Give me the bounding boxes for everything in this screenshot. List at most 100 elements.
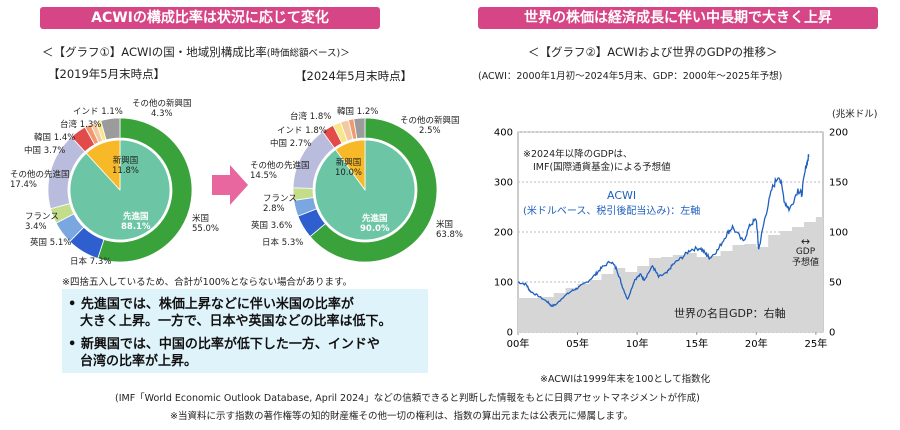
name: 韓国: [337, 107, 355, 117]
pct: 10.0%: [335, 168, 363, 178]
gdp-forecast-label: ↔ GDP 予想値: [792, 236, 819, 269]
inner-slice-1: [85, 139, 121, 191]
ytick-left-0: 0: [507, 328, 513, 339]
name: 日本: [70, 257, 88, 267]
label-2024-developed: 先進国 90.0%: [360, 214, 390, 234]
xtick-2: 10年: [626, 337, 649, 350]
arrow-icon: [212, 165, 248, 205]
name: その他の新興国: [132, 99, 192, 109]
outer-slice-9: [353, 117, 366, 140]
pct: 1.2%: [356, 107, 379, 117]
acwi-series-label: ACWI (米ドルベース、税引後配当込み)：左軸: [523, 188, 700, 219]
name: 韓国: [34, 133, 52, 143]
name: 日本: [262, 238, 280, 248]
graph1-title-main: ＜【グラフ①】ACWIの国・地域別構成比率: [42, 45, 267, 59]
outer-slice-9: [100, 117, 121, 141]
rounding-note: ※四捨五入しているため、合計が100%とならない場合があります。: [62, 277, 353, 288]
name: 米国: [192, 214, 210, 224]
pct: 1.4%: [53, 133, 76, 143]
name: インド: [277, 126, 303, 136]
arrow-left-right-icon: ↔: [800, 235, 811, 248]
name: その他の先進国: [10, 170, 70, 180]
gdp-forecast-line2: 予想値: [792, 258, 820, 268]
pct: 1.8%: [305, 126, 327, 136]
label-2019-emerging: 新興国 11.8%: [112, 156, 139, 176]
date-2019-label: 【2019年5月末時点】: [48, 67, 166, 81]
label-2024-us: 米国 63.8%: [436, 220, 463, 240]
gdp-forecast-note: ※2024年以降のGDPは、 IMF(国際通貨基金)による予想値: [523, 148, 671, 174]
label-2019-other-em: その他の新興国 4.3%: [132, 99, 192, 119]
axis-ticks: 0 100 200 300 400 0 50 100 150 200 00年 05年 10年 15年 20年…: [494, 128, 848, 351]
ytick-right-1: 50: [829, 278, 842, 289]
bullet-1: • 先進国では、株価上昇などに伴い米国の比率が 大きく上昇。一方で、日本や英国な…: [68, 296, 391, 330]
ytick-right-3: 150: [829, 178, 848, 189]
gdp-forecast-line1: GDP: [795, 247, 816, 257]
gdp-area: [518, 217, 823, 332]
name: 新興国: [112, 156, 139, 166]
pct: 3.6%: [270, 221, 293, 231]
name: 英国: [251, 221, 269, 231]
pct: 90.0%: [360, 224, 390, 234]
pct: 55.0%: [192, 224, 220, 234]
label-2019-japan: 日本 7.3%: [70, 257, 111, 267]
left-banner: ACWIの構成比率は状況に応じて変化: [40, 7, 380, 29]
label-2024-china: 中国 2.7%: [270, 139, 311, 149]
ytick-left-4: 400: [494, 128, 513, 139]
label-2019-india: インド 1.1%: [73, 107, 123, 117]
label-2024-japan: 日本 5.3%: [262, 238, 303, 248]
acwi-label-line1: ACWI: [607, 189, 637, 202]
pct: 2.7%: [289, 139, 312, 149]
ytick-right-0: 0: [829, 328, 835, 339]
bullet-marker: •: [68, 337, 77, 352]
xtick-3: 15年: [685, 337, 708, 350]
date-2024-label: 【2024年5月末時点】: [295, 69, 413, 83]
source-note: (IMF「World Economic Outlook Database, Ap…: [115, 393, 700, 404]
name: フランス: [263, 194, 297, 204]
pct: 17.4%: [10, 180, 38, 190]
label-2019-korea: 韓国 1.4%: [34, 133, 75, 143]
name: 台湾: [60, 120, 78, 130]
graph2-subtitle: (ACWI：2000年1月初～2024年5月末、GDP：2000年～2025年予…: [478, 71, 783, 82]
name: 中国: [24, 146, 42, 156]
pct: 2.5%: [418, 126, 441, 136]
label-2019-taiwan: 台湾 1.3%: [60, 120, 101, 130]
rights-note: ※当資料に示す指数の著作権等の知的財産権その他一切の権利は、指数の算出元または公…: [170, 411, 634, 422]
gdp-note-line1: ※2024年以降のGDPは、: [523, 149, 633, 160]
pct: 11.8%: [112, 166, 140, 176]
pct: 1.1%: [101, 107, 123, 117]
label-2024-france: フランス 2.8%: [263, 194, 297, 214]
bullet-marker: •: [68, 297, 77, 312]
pct: 7.3%: [89, 257, 112, 267]
pct: 1.3%: [79, 120, 102, 130]
label-2019-france: フランス 3.4%: [25, 212, 59, 232]
name: フランス: [25, 212, 59, 222]
label-2024-taiwan: 台湾 1.8%: [290, 112, 331, 122]
pct: 63.8%: [436, 230, 464, 240]
graph1-title-suffix: (時価総額ベース)＞: [266, 48, 350, 59]
name: その他の新興国: [400, 116, 460, 126]
label-2019-developed: 先進国 88.1%: [121, 212, 151, 232]
label-2019-china: 中国 3.7%: [24, 146, 65, 156]
pct: 5.3%: [281, 238, 304, 248]
bullet-line2: 台湾の比率が上昇。: [80, 354, 198, 369]
label-2019-other-dev: その他の先進国 17.4%: [10, 170, 70, 190]
gdp-series-label: 世界の名目GDP：右軸: [674, 307, 786, 320]
inner-slice-1: [335, 139, 366, 191]
outer-slice-0: [97, 117, 193, 263]
xtick-0: 00年: [507, 337, 530, 350]
label-2019-uk: 英国 5.1%: [30, 238, 71, 248]
line-chart: 0 100 200 300 400 0 50 100 150 200 00年 05年 10年 15年 20年…: [494, 128, 848, 351]
name: 先進国: [122, 212, 149, 222]
pct: 4.3%: [150, 109, 173, 119]
label-2024-uk: 英国 3.6%: [251, 221, 292, 231]
pct: 5.1%: [49, 238, 72, 248]
right-banner: 世界の株価は経済成長に伴い中長期で大きく上昇: [478, 7, 878, 29]
pct: 88.1%: [121, 222, 151, 232]
ytick-right-4: 200: [829, 128, 848, 139]
xtick-5: 25年: [804, 337, 827, 350]
pct: 2.8%: [263, 204, 285, 214]
gdp-note-line2: IMF(国際通貨基金)による予想値: [533, 162, 671, 173]
pct: 3.7%: [43, 146, 66, 156]
label-2024-other-em: その他の新興国 2.5%: [400, 116, 460, 136]
name: 新興国: [335, 158, 362, 168]
